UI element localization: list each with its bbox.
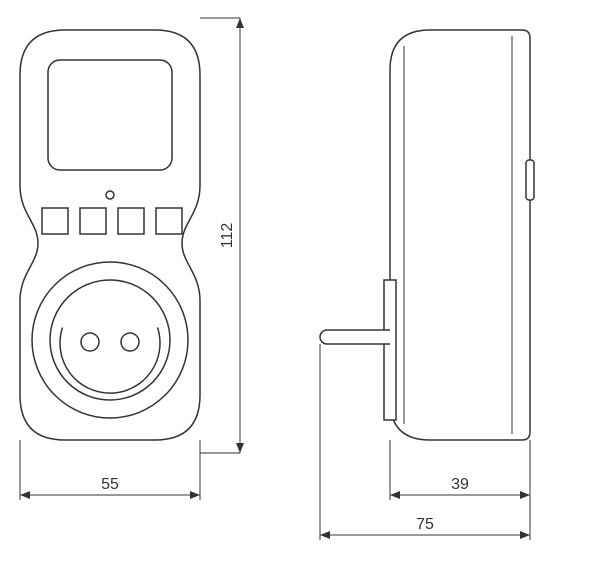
dimension-label: 39 <box>451 476 469 493</box>
front-button-1 <box>42 208 68 234</box>
socket-hole-2 <box>121 333 139 351</box>
plug-rear-block <box>384 280 396 420</box>
dimension-label: 75 <box>416 516 434 533</box>
socket-hole-1 <box>81 333 99 351</box>
dimension-label: 55 <box>101 476 119 493</box>
plug-pin <box>320 330 390 344</box>
front-button-2 <box>80 208 106 234</box>
front-button-3 <box>118 208 144 234</box>
socket-inner-ring <box>50 280 170 400</box>
indicator-hole <box>106 191 114 199</box>
lcd-display <box>48 60 172 170</box>
front-button-4 <box>156 208 182 234</box>
side-button-notch <box>526 160 534 200</box>
side-view-body <box>390 30 530 440</box>
dimension-label: 112 <box>219 223 236 249</box>
